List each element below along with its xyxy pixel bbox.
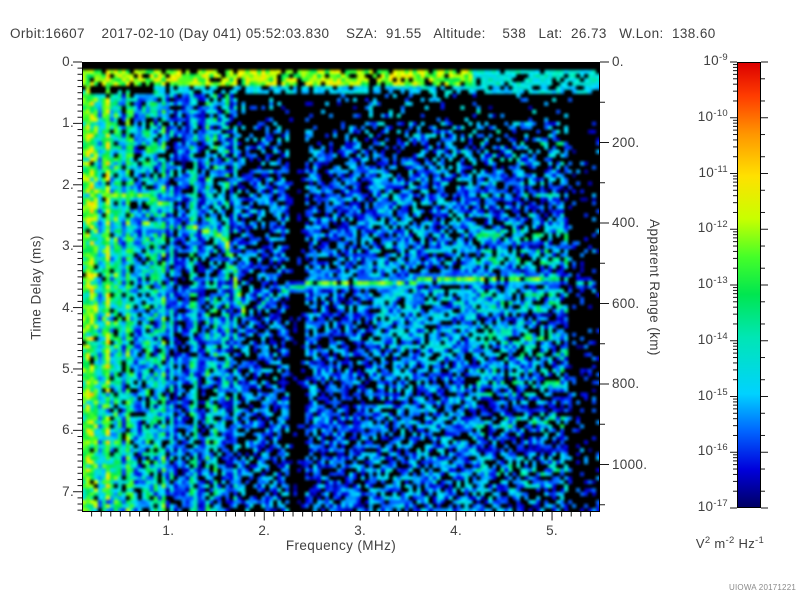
colorbar-tick-label: 10-11 [698, 163, 728, 180]
y-tick-label: 6. [62, 422, 74, 438]
x-tick-label: 1. [162, 523, 175, 538]
colorbar-tick-label: 10-17 [697, 498, 728, 514]
header-status-line: Orbit:16607 2017-02-10 (Day 041) 05:52:0… [10, 26, 716, 41]
colorbar-tick-label: 10-12 [697, 219, 728, 236]
colorbar-unit-label: V2 m-2 Hz-1 [695, 535, 765, 551]
y2-tick-label: 800. [612, 376, 640, 391]
colorbar-tick-label: 10-16 [697, 442, 728, 459]
y2-tick-label: 600. [612, 295, 640, 311]
spectrogram-canvas [82, 62, 600, 512]
colorbar [737, 62, 761, 508]
y2-axis-title: Apparent Range (km) [647, 219, 662, 356]
y2-tick-label: 0. [612, 54, 624, 69]
x-tick-label: 3. [354, 523, 367, 538]
colorbar-tick-label: 10-9 [703, 52, 728, 68]
watermark: UIOWA 20171221 [729, 583, 796, 592]
x-tick-label: 5. [546, 523, 558, 538]
y-axis-title: Time Delay (ms) [28, 235, 44, 340]
colorbar-tick-label: 10-15 [697, 386, 728, 403]
y-tick-label: 1. [62, 115, 74, 131]
x-axis-title: Frequency (MHz) [285, 538, 397, 553]
y-tick-label: 4. [62, 299, 74, 315]
colorbar-tick-label: 10-13 [697, 275, 728, 291]
x-tick-label: 2. [258, 523, 271, 538]
y-tick-label: 5. [62, 360, 74, 376]
y2-tick-label: 200. [612, 134, 640, 150]
colorbar-tick-label: 10-10 [697, 107, 728, 124]
colorbar-tick-label: 10-14 [697, 330, 728, 347]
y-tick-label: 7. [62, 483, 74, 499]
x-tick-label: 4. [450, 523, 463, 538]
y-tick-label: 3. [62, 238, 74, 254]
y-tick-label: 2. [62, 176, 74, 192]
y2-tick-label: 400. [612, 215, 640, 230]
y2-tick-label: 1000. [612, 456, 648, 472]
y-tick-label: 0. [62, 54, 74, 69]
